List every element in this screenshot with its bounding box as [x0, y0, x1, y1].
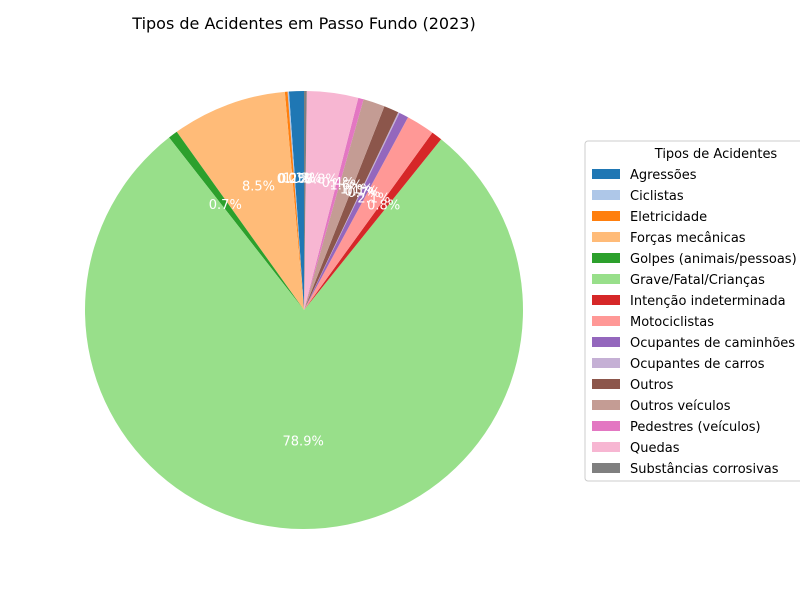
legend-label: Ciclistas: [630, 189, 684, 204]
legend-label: Substâncias corrosivas: [630, 462, 779, 477]
slice-percent-label: 2.1%: [357, 192, 390, 207]
pie-slice: [304, 117, 433, 311]
legend-swatch: [592, 337, 620, 347]
legend-swatch: [592, 211, 620, 221]
pie-slice: [288, 91, 304, 310]
legend-label: Outros: [630, 378, 674, 393]
legend-label: Agressões: [630, 168, 697, 183]
pie-slice: [169, 131, 304, 310]
legend-label: Grave/Fatal/Crianças: [630, 273, 765, 288]
legend-swatch: [592, 253, 620, 263]
legend-label: Intenção indeterminada: [630, 294, 786, 309]
pie-slice: [284, 91, 304, 310]
legend-label: Eletricidade: [630, 210, 707, 225]
legend-swatch: [592, 463, 620, 473]
pie-slice: [304, 106, 399, 310]
legend-label: Forças mecânicas: [630, 231, 746, 246]
chart-title: Tipos de Acidentes em Passo Fundo (2023): [131, 14, 475, 33]
slice-percent-label: 0.2%: [288, 172, 321, 187]
slice-percent-label: 0.1%: [278, 172, 311, 187]
slice-percent-label: 78.9%: [283, 434, 324, 449]
slice-percent-label: 1.1%: [340, 183, 373, 198]
slice-percent-label: 0.1%: [344, 185, 377, 200]
legend-label: Pedestres (veículos): [630, 420, 761, 435]
legend-label: Ocupantes de caminhões: [630, 336, 795, 351]
legend-label: Quedas: [630, 441, 680, 456]
pie-slice: [287, 91, 304, 310]
slice-percent-label: 1.1%: [283, 172, 316, 187]
legend-swatch: [592, 295, 620, 305]
legend-swatch: [592, 442, 620, 452]
legend-swatch: [592, 232, 620, 242]
legend-swatch: [592, 169, 620, 179]
legend-label: Golpes (animais/pessoas): [630, 252, 797, 267]
legend-items: Agressões Ciclistas Eletricidade Forças mec…: [592, 168, 797, 477]
legend-swatch: [592, 400, 620, 410]
legend-swatch: [592, 421, 620, 431]
slice-percent-label: 0.4%: [322, 176, 355, 191]
slice-percent-label: 0.8%: [367, 199, 400, 214]
legend-title: Tipos de Acidentes: [654, 147, 778, 162]
slice-percent-label: 3.8%: [305, 173, 338, 188]
pie-slice: [304, 112, 400, 310]
legend-swatch: [592, 316, 620, 326]
legend-label: Outros veículos: [630, 399, 731, 414]
legend-label: Motociclistas: [630, 315, 714, 330]
legend-swatch: [592, 358, 620, 368]
slice-percent-label: 8.5%: [242, 180, 275, 195]
percent-labels: 1.1%0.1%0.2%8.5%0.7%78.9%0.8%2.1%0.7%0.1…: [209, 172, 400, 450]
legend: Tipos de Acidentes Agressões Ciclistas Ele…: [584, 140, 800, 482]
slice-percent-label: 0.2%: [277, 172, 310, 187]
pie-slice: [176, 91, 304, 311]
slice-percent-label: 1.6%: [330, 179, 363, 194]
pie-slice: [304, 91, 307, 310]
pie-slice: [304, 132, 442, 310]
slice-percent-label: 0.7%: [347, 186, 380, 201]
pie-slice: [85, 137, 523, 529]
pie-slice: [304, 112, 409, 310]
pie-slices: [85, 91, 523, 529]
slice-percent-label: 0.7%: [209, 198, 242, 213]
pie-slice: [304, 97, 364, 310]
pie-slice: [304, 99, 385, 310]
legend-swatch: [592, 190, 620, 200]
legend-frame: [584, 140, 800, 482]
legend-swatch: [592, 274, 620, 284]
legend-label: Ocupantes de carros: [630, 357, 765, 372]
legend-swatch: [592, 379, 620, 389]
pie-slice: [304, 91, 359, 311]
